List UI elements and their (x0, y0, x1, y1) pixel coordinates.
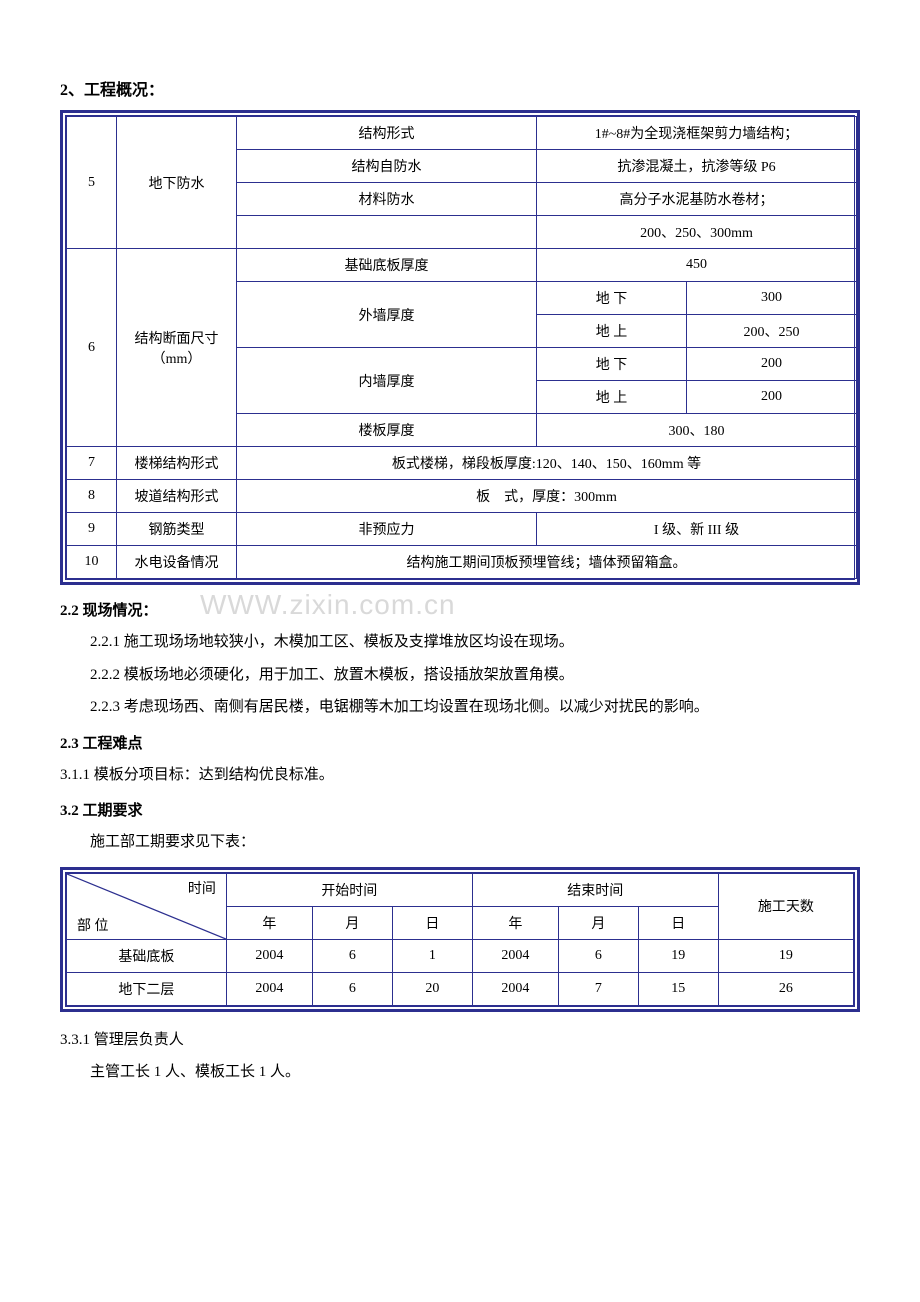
cell: 1 (392, 939, 472, 972)
para-tail-1: 3.3.1 管理层负责人 (60, 1026, 860, 1055)
cell-base-thick-label: 基础底板厚度 (237, 249, 537, 282)
cell-label-rebar: 钢筋类型 (117, 513, 237, 546)
cell-outerwall-above-val: 200、250 (687, 315, 857, 348)
cell-stair-val: 板式楼梯，梯段板厚度:120、140、150、160mm 等 (237, 447, 857, 480)
cell: 6 (312, 939, 392, 972)
heading-gaikuang: 2、工程概况： (60, 76, 860, 100)
cell-outerwall-label: 外墙厚度 (237, 282, 537, 348)
cell-no-9: 9 (67, 513, 117, 546)
heading-schedule: 3.2 工期要求 (60, 799, 860, 820)
table-row: 基础底板 2004 6 1 2004 6 19 19 (67, 939, 854, 972)
cell-no-5: 5 (67, 117, 117, 249)
schedule-table-wrap: 时间 部 位 开始时间 结束时间 施工天数 年 月 日 年 月 日 基础底板 2… (60, 867, 860, 1012)
cell-days-label: 施工天数 (718, 873, 853, 939)
cell: 7 (558, 972, 638, 1005)
cell-no-10: 10 (67, 546, 117, 579)
para-site-1: 2.2.1 施工现场场地较狭小，木模加工区、模板及支撑堆放区均设在现场。 (60, 628, 860, 657)
cell-no-6: 6 (67, 249, 117, 447)
cell-innerwall-above-label: 地 上 (537, 381, 687, 414)
cell: 6 (312, 972, 392, 1005)
cell-ed-h: 日 (638, 906, 718, 939)
heading-site: 2.2 现场情况： (60, 599, 860, 620)
cell: 2004 (472, 939, 558, 972)
cell: 2004 (226, 939, 312, 972)
cell-label-section: 结构断面尺寸（mm） (117, 249, 237, 447)
cell: 19 (638, 939, 718, 972)
cell-innerwall-above-val: 200 (687, 381, 857, 414)
para-sched-intro: 施工部工期要求见下表： (60, 828, 860, 857)
cell: 20 (392, 972, 472, 1005)
cell: 2004 (472, 972, 558, 1005)
cell-floor-thick-val: 300、180 (537, 414, 857, 447)
cell-thickness-list: 200、250、300mm (537, 216, 857, 249)
cell-rebar-grade: I 级、新 III 级 (537, 513, 857, 546)
para-site-3: 2.2.3 考虑现场西、南侧有居民楼，电锯棚等木加工均设置在现场北侧。以减少对扰… (60, 693, 860, 722)
cell-em-h: 月 (558, 906, 638, 939)
project-overview-table: 5 地下防水 结构形式 1#~8#为全现浇框架剪力墙结构； 结构自防水 抗渗混凝… (66, 116, 857, 579)
cell: 2004 (226, 972, 312, 1005)
cell-outerwall-above-label: 地 上 (537, 315, 687, 348)
cell-innerwall-under-label: 地 下 (537, 348, 687, 381)
cell: 6 (558, 939, 638, 972)
cell-innerwall-under-val: 200 (687, 348, 857, 381)
cell-part-name: 基础底板 (67, 939, 227, 972)
cell-rebar-type: 非预应力 (237, 513, 537, 546)
para-diff-1: 3.1.1 模板分项目标：达到结构优良标准。 (60, 761, 860, 790)
para-site-2: 2.2.2 模板场地必须硬化，用于加工、放置木模板，搭设插放架放置角模。 (60, 661, 860, 690)
table-row: 地下二层 2004 6 20 2004 7 15 26 (67, 972, 854, 1005)
cell-start-label: 开始时间 (226, 873, 472, 906)
cell-end-label: 结束时间 (472, 873, 718, 906)
cell: 19 (718, 939, 853, 972)
cell-sm-h: 月 (312, 906, 392, 939)
cell-sd-h: 日 (392, 906, 472, 939)
cell-floor-thick-label: 楼板厚度 (237, 414, 537, 447)
cell-label-ramp: 坡道结构形式 (117, 480, 237, 513)
diag-top-label: 时间 (188, 878, 216, 898)
cell-structure-form-label: 结构形式 (237, 117, 537, 150)
cell-base-thick-val: 450 (537, 249, 857, 282)
cell: 15 (638, 972, 718, 1005)
project-overview-table-wrap: 5 地下防水 结构形式 1#~8#为全现浇框架剪力墙结构； 结构自防水 抗渗混凝… (60, 110, 860, 585)
cell-diag-header: 时间 部 位 (67, 873, 227, 939)
cell-label-mep: 水电设备情况 (117, 546, 237, 579)
cell-outerwall-under-val: 300 (687, 282, 857, 315)
cell-label-stair: 楼梯结构形式 (117, 447, 237, 480)
cell-material-waterproof-label: 材料防水 (237, 183, 537, 216)
cell: 26 (718, 972, 853, 1005)
cell-innerwall-label: 内墙厚度 (237, 348, 537, 414)
para-tail-2: 主管工长 1 人、模板工长 1 人。 (90, 1058, 860, 1087)
cell-part-name: 地下二层 (67, 972, 227, 1005)
cell-material-waterproof-val: 高分子水泥基防水卷材； (537, 183, 857, 216)
cell-ramp-val: 板 式，厚度：300mm (237, 480, 857, 513)
cell-self-waterproof-val: 抗渗混凝土，抗渗等级 P6 (537, 150, 857, 183)
cell-outerwall-under-label: 地 下 (537, 282, 687, 315)
diag-bot-label: 部 位 (77, 915, 109, 935)
cell-label-waterproof: 地下防水 (117, 117, 237, 249)
cell-self-waterproof-label: 结构自防水 (237, 150, 537, 183)
schedule-table: 时间 部 位 开始时间 结束时间 施工天数 年 月 日 年 月 日 基础底板 2… (66, 873, 854, 1006)
cell-ey-h: 年 (472, 906, 558, 939)
cell-structure-form-val: 1#~8#为全现浇框架剪力墙结构； (537, 117, 857, 150)
cell-no-8: 8 (67, 480, 117, 513)
heading-difficulty: 2.3 工程难点 (60, 732, 860, 753)
cell-sy-h: 年 (226, 906, 312, 939)
cell-blank (237, 216, 537, 249)
cell-mep-val: 结构施工期间顶板预埋管线；墙体预留箱盒。 (237, 546, 857, 579)
cell-no-7: 7 (67, 447, 117, 480)
